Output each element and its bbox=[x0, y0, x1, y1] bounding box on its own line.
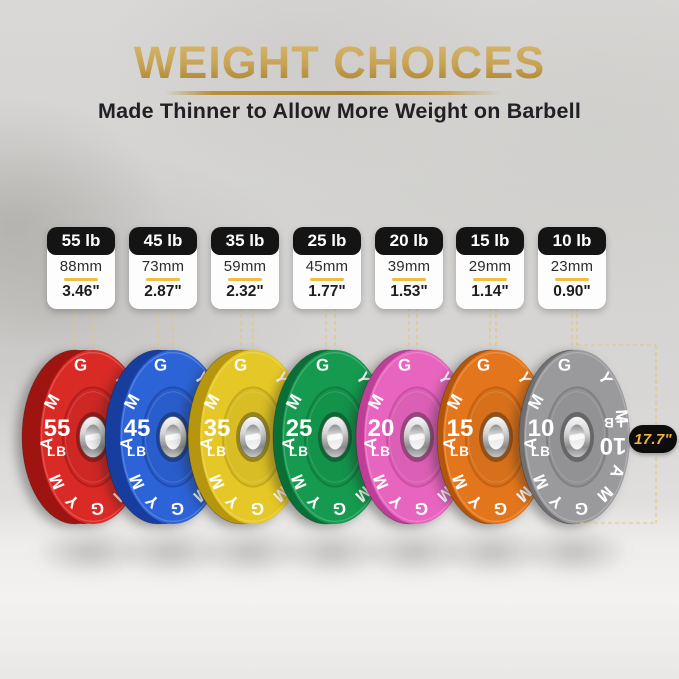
plate-15lb: AMGYM AMGYM 15 LB 15 LB bbox=[436, 349, 549, 525]
gold-divider bbox=[146, 278, 180, 281]
plate-20lb: AMGYM AMGYM 20 LB 20 LB bbox=[355, 349, 470, 525]
thickness-mm: 59mm bbox=[223, 258, 267, 275]
gold-divider bbox=[310, 278, 344, 281]
gold-divider bbox=[228, 278, 262, 281]
weight-unit: LB bbox=[127, 444, 147, 459]
weight-value: 10 bbox=[528, 415, 555, 442]
plate-25lb: AMGYM AMGYM 25 LB 25 LB bbox=[272, 349, 388, 525]
gold-divider bbox=[392, 278, 426, 281]
plate-10lb: AMGYM AMGYM 10 LB 10 LB bbox=[518, 349, 630, 525]
weight-value: 15 bbox=[447, 415, 474, 442]
thickness-mm: 73mm bbox=[141, 258, 185, 275]
card-weight-label: 35 lb bbox=[211, 227, 279, 255]
diameter-badge: 17.7" bbox=[629, 425, 677, 453]
thickness-guide-lines bbox=[74, 307, 578, 351]
plate-45lb: AMGYM AMGYM 45 LB 45 LB bbox=[104, 349, 226, 525]
svg-text:10: 10 bbox=[600, 432, 627, 459]
spec-card-45lb: 45 lb 73mm 2.87" bbox=[129, 227, 197, 309]
plate-35lb: AMGYM AMGYM 35 LB 35 LB bbox=[187, 349, 306, 525]
weight-unit: LB bbox=[450, 444, 470, 459]
card-weight-label: 15 lb bbox=[456, 227, 524, 255]
floor-reflections bbox=[34, 526, 630, 578]
thickness-mm: 23mm bbox=[550, 258, 594, 275]
title-underline-accent bbox=[165, 91, 501, 95]
gold-divider bbox=[64, 278, 98, 281]
diameter-measure-lines bbox=[577, 344, 657, 524]
weight-unit: LB bbox=[289, 444, 309, 459]
weight-unit: LB bbox=[371, 444, 391, 459]
spec-card-15lb: 15 lb 29mm 1.14" bbox=[456, 227, 524, 309]
thickness-inches: 3.46" bbox=[62, 283, 100, 300]
weight-value: 25 bbox=[286, 415, 313, 442]
weight-unit: LB bbox=[47, 444, 67, 459]
thickness-mm: 39mm bbox=[387, 258, 431, 275]
weight-unit: LB bbox=[531, 444, 551, 459]
thickness-inches: 2.32" bbox=[226, 283, 264, 300]
gold-divider bbox=[555, 278, 589, 281]
plate-55lb: AMGYM AMGYM 55 LB 55 LB bbox=[21, 349, 146, 525]
thickness-mm: 45mm bbox=[305, 258, 349, 275]
svg-text:LB: LB bbox=[603, 415, 623, 430]
spec-card-25lb: 25 lb 45mm 1.77" bbox=[293, 227, 361, 309]
weight-value: 35 bbox=[204, 415, 231, 442]
spec-card-10lb: 10 lb 23mm 0.90" bbox=[538, 227, 606, 309]
card-weight-label: 55 lb bbox=[47, 227, 115, 255]
spec-card-35lb: 35 lb 59mm 2.32" bbox=[211, 227, 279, 309]
weight-unit: LB bbox=[207, 444, 227, 459]
thickness-mm: 29mm bbox=[468, 258, 512, 275]
page-title: WEIGHT CHOICES bbox=[0, 40, 679, 86]
weight-value: 55 bbox=[44, 415, 71, 442]
gold-divider bbox=[473, 278, 507, 281]
page-subtitle: Made Thinner to Allow More Weight on Bar… bbox=[97, 99, 581, 123]
thickness-inches: 2.87" bbox=[144, 283, 182, 300]
thickness-inches: 1.77" bbox=[308, 283, 346, 300]
card-weight-label: 10 lb bbox=[538, 227, 606, 255]
weight-value: 45 bbox=[124, 415, 151, 442]
spec-card-55lb: 55 lb 88mm 3.46" bbox=[47, 227, 115, 309]
thickness-mm: 88mm bbox=[59, 258, 103, 275]
thickness-inches: 0.90" bbox=[553, 283, 591, 300]
thickness-inches: 1.53" bbox=[390, 283, 428, 300]
weight-label-mirrored: 10 LB bbox=[600, 415, 627, 459]
spec-card-20lb: 20 lb 39mm 1.53" bbox=[375, 227, 443, 309]
weight-value: 20 bbox=[368, 415, 395, 442]
thickness-inches: 1.14" bbox=[471, 283, 509, 300]
card-weight-label: 20 lb bbox=[375, 227, 443, 255]
card-weight-label: 45 lb bbox=[129, 227, 197, 255]
card-weight-label: 25 lb bbox=[293, 227, 361, 255]
